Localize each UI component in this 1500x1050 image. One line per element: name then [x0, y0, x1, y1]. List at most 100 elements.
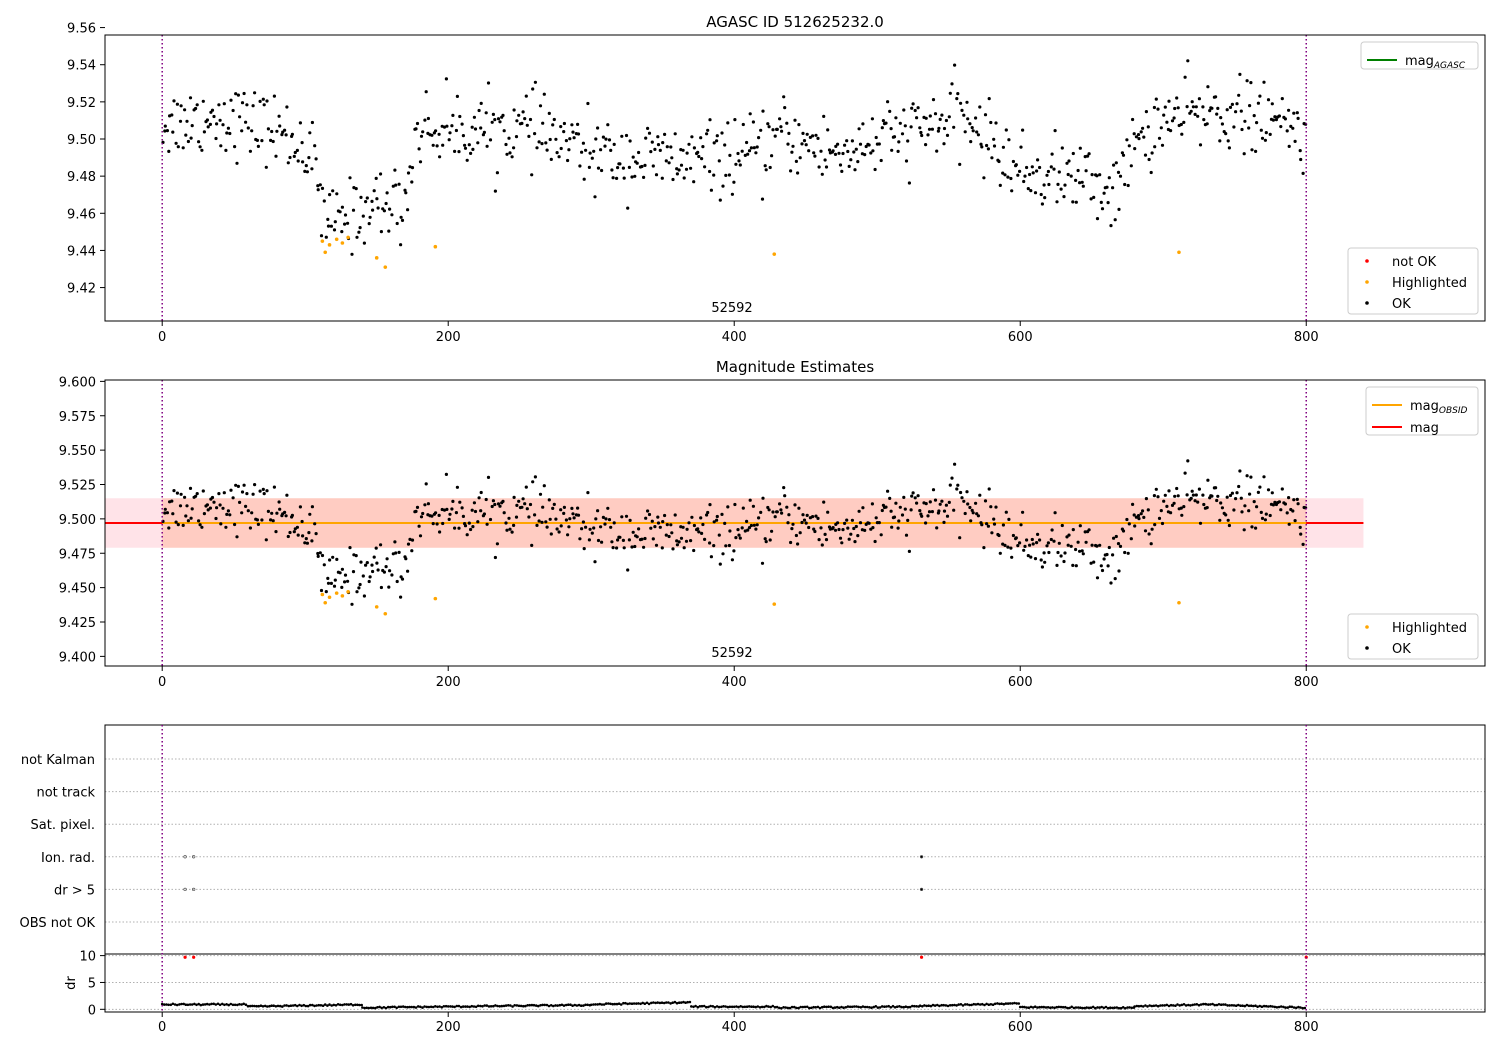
- ok-point: [1260, 516, 1265, 521]
- dr-point: [485, 1004, 489, 1007]
- ok-point: [501, 113, 505, 117]
- ok-point: [715, 134, 719, 138]
- ok-point: [338, 210, 342, 214]
- ok-point: [752, 523, 756, 527]
- dr-point: [921, 1005, 924, 1008]
- ok-point: [1078, 549, 1082, 553]
- ok-point: [1271, 503, 1275, 507]
- ok-point: [442, 508, 447, 512]
- ok-point: [1280, 487, 1284, 491]
- ok-point: [1059, 554, 1063, 558]
- dr-point: [1189, 1004, 1192, 1007]
- ok-point: [1033, 557, 1038, 561]
- ok-point: [974, 116, 978, 120]
- ok-point: [1283, 502, 1287, 506]
- ok-point: [816, 136, 820, 140]
- ok-point: [1047, 550, 1051, 555]
- ok-point: [1028, 543, 1032, 547]
- ok-point: [1197, 97, 1201, 101]
- dr-point: [1089, 1006, 1093, 1009]
- ok-point: [1220, 506, 1224, 510]
- ok-point: [1152, 494, 1156, 498]
- ok-point: [264, 538, 268, 542]
- dr-point: [248, 1004, 252, 1008]
- ok-point: [434, 129, 438, 133]
- dr-point: [775, 1005, 779, 1009]
- ok-point: [415, 505, 420, 509]
- ok-point: [460, 122, 464, 126]
- ok-point: [1247, 126, 1251, 130]
- ok-point: [913, 108, 917, 113]
- ok-point: [643, 163, 647, 167]
- x-tick-label: 0: [158, 1020, 166, 1035]
- ok-point: [295, 148, 299, 152]
- ok-point: [822, 114, 826, 118]
- dr-point: [957, 1003, 960, 1006]
- ok-point: [175, 102, 179, 106]
- ok-point: [527, 515, 531, 519]
- ok-point: [897, 140, 901, 144]
- ok-point: [958, 162, 962, 166]
- dr-point: [850, 1005, 854, 1009]
- ok-point: [1067, 159, 1071, 163]
- ok-point: [1240, 127, 1244, 132]
- ok-point: [1208, 109, 1212, 113]
- ok-point: [1099, 564, 1103, 568]
- ok-point: [708, 169, 712, 174]
- dr-point: [1159, 1004, 1162, 1007]
- dr-point: [870, 1006, 873, 1009]
- ok-point: [219, 522, 223, 526]
- ok-point: [1092, 560, 1096, 564]
- ok-point: [1159, 509, 1163, 513]
- ok-point: [410, 180, 414, 184]
- ok-point: [841, 151, 845, 156]
- ok-point: [564, 518, 569, 522]
- ok-point: [631, 155, 635, 159]
- dr-point: [165, 1003, 168, 1006]
- dr-point: [349, 1002, 353, 1006]
- ok-point: [1080, 180, 1084, 184]
- ok-point: [340, 205, 344, 209]
- dr-point: [1161, 1004, 1164, 1007]
- ok-point: [1126, 183, 1130, 188]
- dr-point: [619, 1003, 623, 1006]
- ok-point: [1179, 506, 1183, 510]
- ok-point: [863, 528, 867, 533]
- ok-point: [811, 134, 815, 138]
- ok-point: [898, 505, 902, 509]
- ok-point: [248, 526, 252, 530]
- dr-point: [1004, 1002, 1008, 1005]
- ok-point: [994, 505, 998, 509]
- dr-point: [598, 1002, 602, 1006]
- ok-point: [880, 126, 884, 130]
- dr-point: [468, 1005, 472, 1009]
- ok-point: [528, 502, 533, 507]
- ok-point: [1062, 195, 1066, 199]
- ok-point: [557, 530, 561, 534]
- ok-point: [982, 546, 986, 550]
- ok-point: [300, 519, 304, 524]
- ok-point: [313, 144, 317, 148]
- ok-point: [770, 154, 774, 158]
- ok-point: [603, 144, 607, 148]
- dr-point: [1303, 1006, 1307, 1010]
- ok-point: [324, 590, 328, 594]
- ok-point: [391, 552, 395, 556]
- ok-point: [1228, 105, 1233, 109]
- ok-point: [814, 133, 818, 137]
- ok-point: [1189, 496, 1193, 500]
- ok-point: [479, 126, 483, 130]
- dr-point: [524, 1004, 527, 1008]
- ok-point: [185, 504, 189, 508]
- dr-point: [455, 1004, 459, 1008]
- ok-point: [467, 143, 471, 147]
- dr-point: [296, 1004, 299, 1008]
- dr-point: [1301, 1006, 1304, 1010]
- dr-point: [182, 1002, 185, 1006]
- ok-point: [959, 490, 963, 495]
- dr-point: [1104, 1005, 1108, 1009]
- ok-point: [1165, 120, 1169, 124]
- dr-point: [859, 1006, 863, 1009]
- ok-point: [738, 536, 742, 540]
